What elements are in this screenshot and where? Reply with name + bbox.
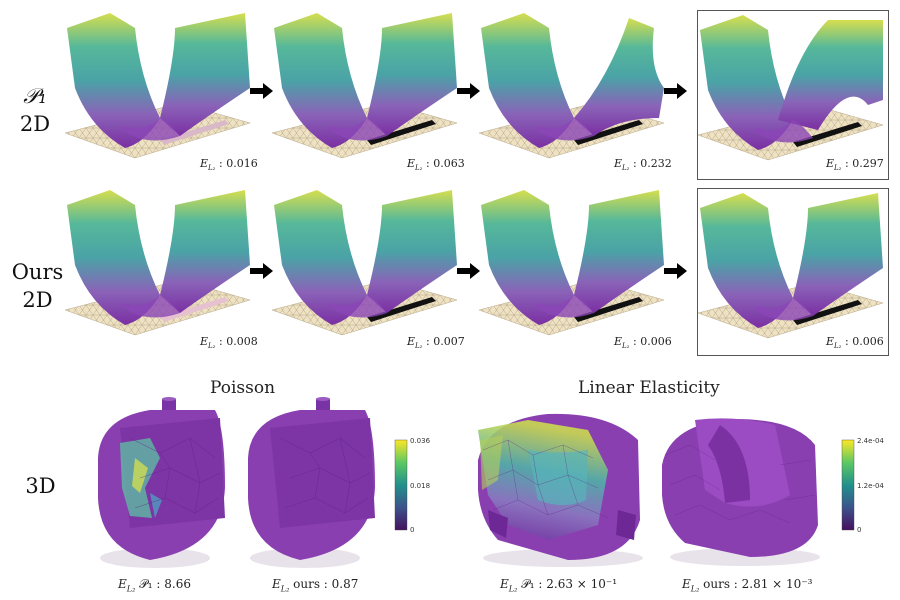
colorbar-tick-top: 2.4e-04 [857,437,884,445]
surface-left-wall [700,15,793,150]
surface-right-wall [778,20,883,130]
boundary-stripe [160,120,229,145]
colorbar-poisson [394,439,408,531]
caption-poisson-ours: EL₂ ours : 0.87 [272,577,359,594]
row-label-p1-2d: 𝒫₁ 2D [10,82,60,138]
colorbar-tick-top: 0.036 [410,437,431,445]
colorbar-tick-mid: 0.018 [410,482,431,490]
colorbar-tick-bottom: 0 [410,526,415,534]
row-label-3d: 3D [18,472,63,500]
error-label: EL₂ : 0.006 [826,335,884,351]
surface-left-wall [67,190,160,325]
surface-valley-bottom [753,120,813,143]
valley-surface [271,13,458,159]
right-arrow-icon [250,263,273,279]
error-label: EL₂ : 0.232 [614,157,672,173]
valley-surface [64,190,251,336]
row-label-line2: 2D [19,112,51,136]
poisson-ours-mesh [248,397,375,568]
error-label: EL₂ : 0.297 [826,157,884,173]
elasticity-p1-mesh [478,413,643,567]
right-arrow-icon [457,263,480,279]
boundary-stripe [160,297,229,322]
colorbar-tick-mid: 1.2e-04 [857,482,884,490]
row-label-line2: 2D [22,288,53,312]
cap [162,398,176,412]
error-label: EL₂ : 0.007 [407,335,465,351]
surface-right-wall [574,190,664,313]
elasticity-ours-mesh [662,418,820,566]
surface-valley-bottom [534,118,594,141]
section-title-linear-elasticity: Linear Elasticity [578,378,720,398]
right-arrow-icon [664,263,687,279]
poisson-p1-mesh [98,397,225,568]
valley-surface [697,15,884,161]
surface-valley-bottom [753,298,813,321]
surface-valley-bottom [327,118,387,141]
surface-left-wall [481,13,574,148]
surface-left-wall [274,190,367,325]
boundary-stripe [367,120,436,145]
colorbar-elasticity [841,439,855,531]
boundary-stripe [574,120,643,145]
error-label: EL₂ : 0.008 [200,335,258,351]
row-label-ours-2d: Ours 2D [10,258,65,314]
surface-valley-bottom [534,295,594,318]
right-arrow-icon [457,83,480,99]
highlight-frame-p1 [697,10,889,180]
section-title-poisson: Poisson [210,378,276,398]
error-label: EL₂ : 0.063 [407,157,465,173]
boundary-stripe [367,297,436,322]
surface-valley-bottom [327,295,387,318]
colorbar-tick-bottom: 0 [857,526,862,534]
row-label-line1: Ours [11,260,64,284]
surface-valley-bottom [120,118,180,141]
caption-poisson-p1: EL₂ 𝒫₁ : 8.66 [118,577,191,594]
error-label: EL₂ : 0.016 [200,157,258,173]
valley-surface [64,13,251,159]
boundary-stripe [574,297,643,322]
right-arrow-icon [664,83,687,99]
error-label: EL₂ : 0.006 [614,335,672,351]
boundary-stripe [793,122,862,147]
valley-surface [478,190,665,336]
surface-right-wall [793,193,883,316]
surface-left-wall [67,13,160,148]
row-label-3d-text: 3D [25,474,56,498]
surface-valley-bottom [120,295,180,318]
valley-surface [271,190,458,336]
caption-elasticity-ours: EL₂ ours : 2.81 × 10⁻³ [682,577,813,594]
highlight-frame-ours [697,188,889,356]
boundary-stripe [793,300,862,325]
valley-surface [697,193,884,339]
right-arrow-icon [250,83,273,99]
surface-left-wall [481,190,574,325]
row-label-line1: 𝒫₁ [23,84,47,108]
surface-right-wall [574,18,664,136]
surface-left-wall [274,13,367,148]
surface-right-wall [160,13,250,136]
surface-right-wall [367,13,457,136]
caption-elasticity-p1: EL₂ 𝒫₁ : 2.63 × 10⁻¹ [500,577,618,594]
surface-right-wall [367,190,457,313]
valley-surface [478,13,665,159]
surface-right-wall [160,190,250,313]
surface-left-wall [700,193,793,328]
